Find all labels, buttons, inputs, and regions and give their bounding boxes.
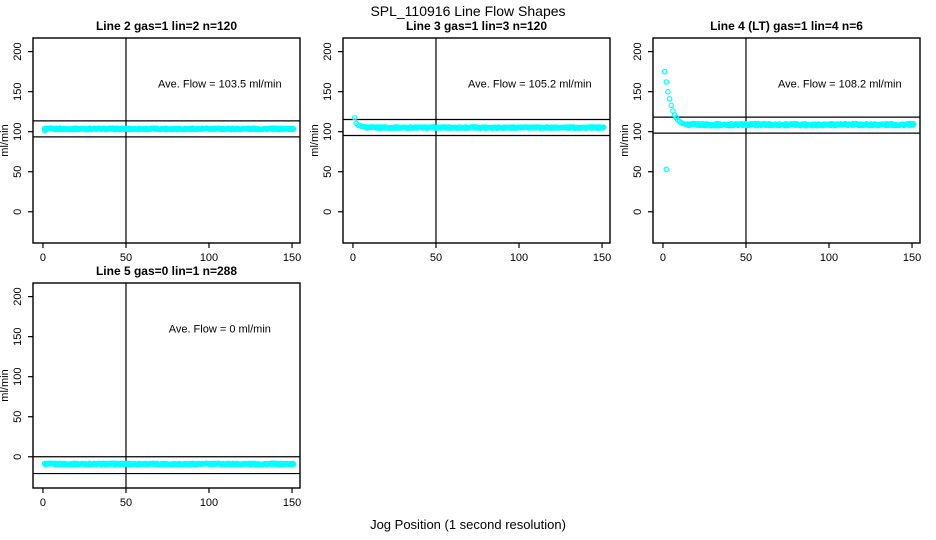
y-axis-label: ml/min xyxy=(310,124,321,156)
plot-box xyxy=(652,37,921,244)
line2-chart: Line 2 gas=1 lin=2 n=120 0 50 100 150 0 50 100 1… xyxy=(0,19,301,264)
plot-box xyxy=(32,37,301,244)
y-tick-label: 100 xyxy=(632,123,644,141)
y-tick-label: 0 xyxy=(632,209,644,215)
y-tick-label: 200 xyxy=(322,42,334,60)
x-tick-label: 0 xyxy=(660,252,666,264)
x-tick-label: 100 xyxy=(200,497,218,509)
y-tick-label: 200 xyxy=(12,42,24,60)
y-tick-label: 0 xyxy=(322,209,334,215)
plot-box xyxy=(342,37,611,244)
data-point xyxy=(290,126,297,132)
y-tick-label: 50 xyxy=(12,411,24,423)
data-point xyxy=(668,102,675,109)
panel-title: Line 5 gas=0 lin=1 n=288 xyxy=(96,264,237,278)
data-points xyxy=(41,125,297,134)
line3-chart: Line 3 gas=1 lin=3 n=120 0 50 100 150 0 50 100 1… xyxy=(309,19,611,264)
y-tick-label: 50 xyxy=(322,166,334,178)
data-point xyxy=(663,79,670,85)
panel-title: Line 3 gas=1 lin=3 n=120 xyxy=(406,19,547,33)
x-tick-label: 0 xyxy=(350,252,356,264)
data-point xyxy=(666,96,673,102)
ave-flow-annotation: Ave. Flow = 0 ml/min xyxy=(169,324,271,336)
data-point xyxy=(910,121,917,127)
ave-flow-annotation: Ave. Flow = 105.2 ml/min xyxy=(468,79,592,91)
x-tick-label: 150 xyxy=(903,252,921,264)
data-point xyxy=(661,68,668,75)
data-point xyxy=(361,124,368,130)
data-points xyxy=(41,460,297,468)
figure-title: SPL_110916 Line Flow Shapes xyxy=(370,3,566,19)
y-tick-label: 0 xyxy=(12,209,24,215)
panel-line5: Line 5 gas=0 lin=1 n=288 0 50 100 150 0 50 100 1… xyxy=(0,263,312,515)
x-tick-label: 0 xyxy=(40,252,46,264)
line4-chart: Line 4 (LT) gas=1 lin=4 n=6 0 50 100 150 0 50 1… xyxy=(619,19,921,264)
y-tick-label: 150 xyxy=(12,83,24,101)
y-tick-label: 50 xyxy=(12,166,24,178)
x-tick-label: 150 xyxy=(283,252,301,264)
y-tick-label: 50 xyxy=(632,166,644,178)
x-tick-label: 0 xyxy=(40,497,46,509)
panel-line4: Line 4 (LT) gas=1 lin=4 n=6 0 50 100 150 0 50 1… xyxy=(619,18,932,270)
x-tick-label: 150 xyxy=(283,497,301,509)
x-tick-label: 100 xyxy=(200,252,218,264)
panel-title: Line 4 (LT) gas=1 lin=4 n=6 xyxy=(710,19,863,33)
line5-chart: Line 5 gas=0 lin=1 n=288 0 50 100 150 0 50 100 1… xyxy=(0,264,301,509)
x-tick-label: 50 xyxy=(120,252,132,264)
data-point xyxy=(290,461,297,468)
data-points xyxy=(351,114,607,132)
data-point xyxy=(663,166,670,173)
y-tick-label: 150 xyxy=(12,328,24,346)
data-point xyxy=(600,124,607,131)
y-axis-label: ml/min xyxy=(0,124,11,156)
x-tick-label: 150 xyxy=(593,252,611,264)
y-tick-label: 100 xyxy=(322,123,334,141)
y-axis-label: ml/min xyxy=(620,124,631,156)
ave-flow-annotation: Ave. Flow = 103.5 ml/min xyxy=(158,79,282,91)
data-point xyxy=(683,121,689,128)
y-tick-label: 150 xyxy=(632,83,644,101)
x-tick-label: 50 xyxy=(430,252,442,264)
data-point xyxy=(351,114,358,121)
data-point xyxy=(665,88,671,95)
x-tick-label: 50 xyxy=(740,252,752,264)
y-tick-label: 0 xyxy=(12,454,24,460)
panel-line3: Line 3 gas=1 lin=3 n=120 0 50 100 150 0 50 100 1… xyxy=(309,18,622,270)
y-tick-label: 200 xyxy=(632,42,644,60)
x-tick-label: 100 xyxy=(820,252,838,264)
x-tick-label: 50 xyxy=(120,497,132,509)
ave-flow-annotation: Ave. Flow = 108.2 ml/min xyxy=(778,79,902,91)
y-tick-label: 100 xyxy=(12,368,24,386)
panel-line2: Line 2 gas=1 lin=2 n=120 0 50 100 150 0 50 100 1… xyxy=(0,18,312,270)
y-tick-label: 200 xyxy=(12,287,24,305)
y-axis-label: ml/min xyxy=(0,369,11,401)
data-point xyxy=(290,460,296,467)
y-tick-label: 100 xyxy=(12,123,24,141)
y-tick-label: 150 xyxy=(322,83,334,101)
panel-title: Line 2 gas=1 lin=2 n=120 xyxy=(96,19,237,33)
figure-x-axis-label: Jog Position (1 second resolution) xyxy=(370,517,566,532)
plot-box xyxy=(32,282,301,489)
x-tick-label: 100 xyxy=(510,252,528,264)
data-point xyxy=(43,126,50,133)
data-points xyxy=(661,68,917,173)
